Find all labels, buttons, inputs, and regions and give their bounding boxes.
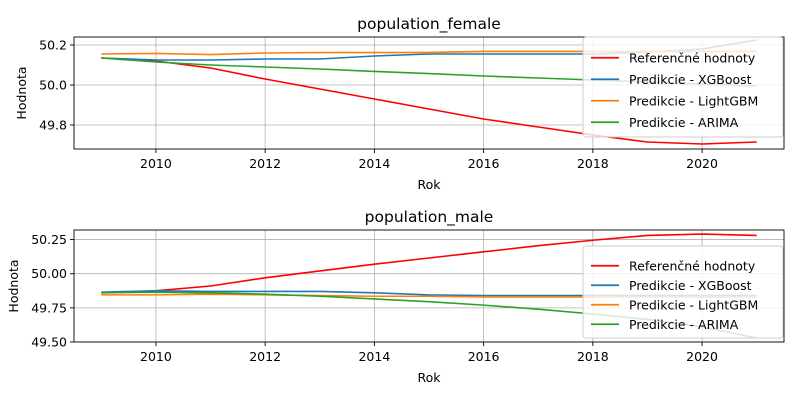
y-tick-label: 50.2 [39, 38, 67, 53]
y-tick-label: 49.75 [31, 300, 67, 315]
chart-title: population_female [357, 15, 501, 34]
y-axis: 49.8 50.0 50.2 [39, 38, 74, 133]
x-axis: 2010 2012 2014 2016 2018 2020 [140, 149, 718, 171]
plot-frame [73, 229, 785, 343]
legend-label-3: Predikcie - LightGBM [629, 93, 758, 108]
x-tick-label: 2010 [140, 349, 172, 364]
y-axis-label: Hodnota [14, 66, 29, 119]
legend-label-1: Referenčné hodnoty [629, 258, 756, 273]
y-axis-label: Hodnota [6, 259, 21, 312]
x-axis: 2010 2012 2014 2016 2018 2020 [140, 342, 718, 364]
series-line-1 [101, 57, 757, 145]
legend-label-2: Predikcie - XGBoost [629, 72, 752, 87]
y-tick-label: 50.00 [31, 266, 67, 281]
x-tick-label: 2020 [686, 156, 718, 171]
y-axis: 49.50 49.75 50.00 50.25 [31, 232, 74, 350]
x-tick-label: 2012 [249, 156, 281, 171]
plot-frame [73, 36, 785, 150]
chart-panel-1: 2010 2012 2014 2016 2018 2020 49.8 50.0 50.2 popu… [14, 15, 785, 192]
legend-label-2: Predikcie - XGBoost [629, 278, 752, 293]
x-axis-label: Rok [417, 370, 441, 385]
legend-box [582, 36, 784, 138]
x-tick-label: 2018 [577, 349, 609, 364]
x-tick-label: 2016 [468, 349, 500, 364]
y-tick-label: 50.0 [39, 78, 67, 93]
y-tick-label: 49.50 [31, 335, 67, 350]
legend-label-3: Predikcie - LightGBM [629, 297, 758, 312]
legend: Referenčné hodnoty Predikcie - XGBoost Pre… [582, 36, 784, 138]
x-tick-label: 2014 [358, 156, 390, 171]
series-line-1 [101, 233, 757, 294]
y-tick-label: 49.8 [39, 118, 67, 133]
legend: Referenčné hodnoty Predikcie - XGBoost Pre… [582, 245, 784, 339]
legend-box [582, 245, 784, 339]
legend-label-4: Predikcie - ARIMA [629, 317, 739, 332]
x-tick-label: 2018 [577, 156, 609, 171]
x-tick-label: 2014 [358, 349, 390, 364]
chart-title: population_male [365, 208, 494, 227]
legend-label-4: Predikcie - ARIMA [629, 115, 739, 130]
x-tick-label: 2010 [140, 156, 172, 171]
x-tick-label: 2016 [468, 156, 500, 171]
x-tick-label: 2020 [686, 349, 718, 364]
legend-label-1: Referenčné hodnoty [629, 50, 756, 65]
x-tick-label: 2012 [249, 349, 281, 364]
chart-panel-2: 2010 2012 2014 2016 2018 2020 49.50 49.75 50.00 5… [6, 208, 785, 385]
x-axis-label: Rok [417, 177, 441, 192]
y-tick-label: 50.25 [31, 232, 67, 247]
